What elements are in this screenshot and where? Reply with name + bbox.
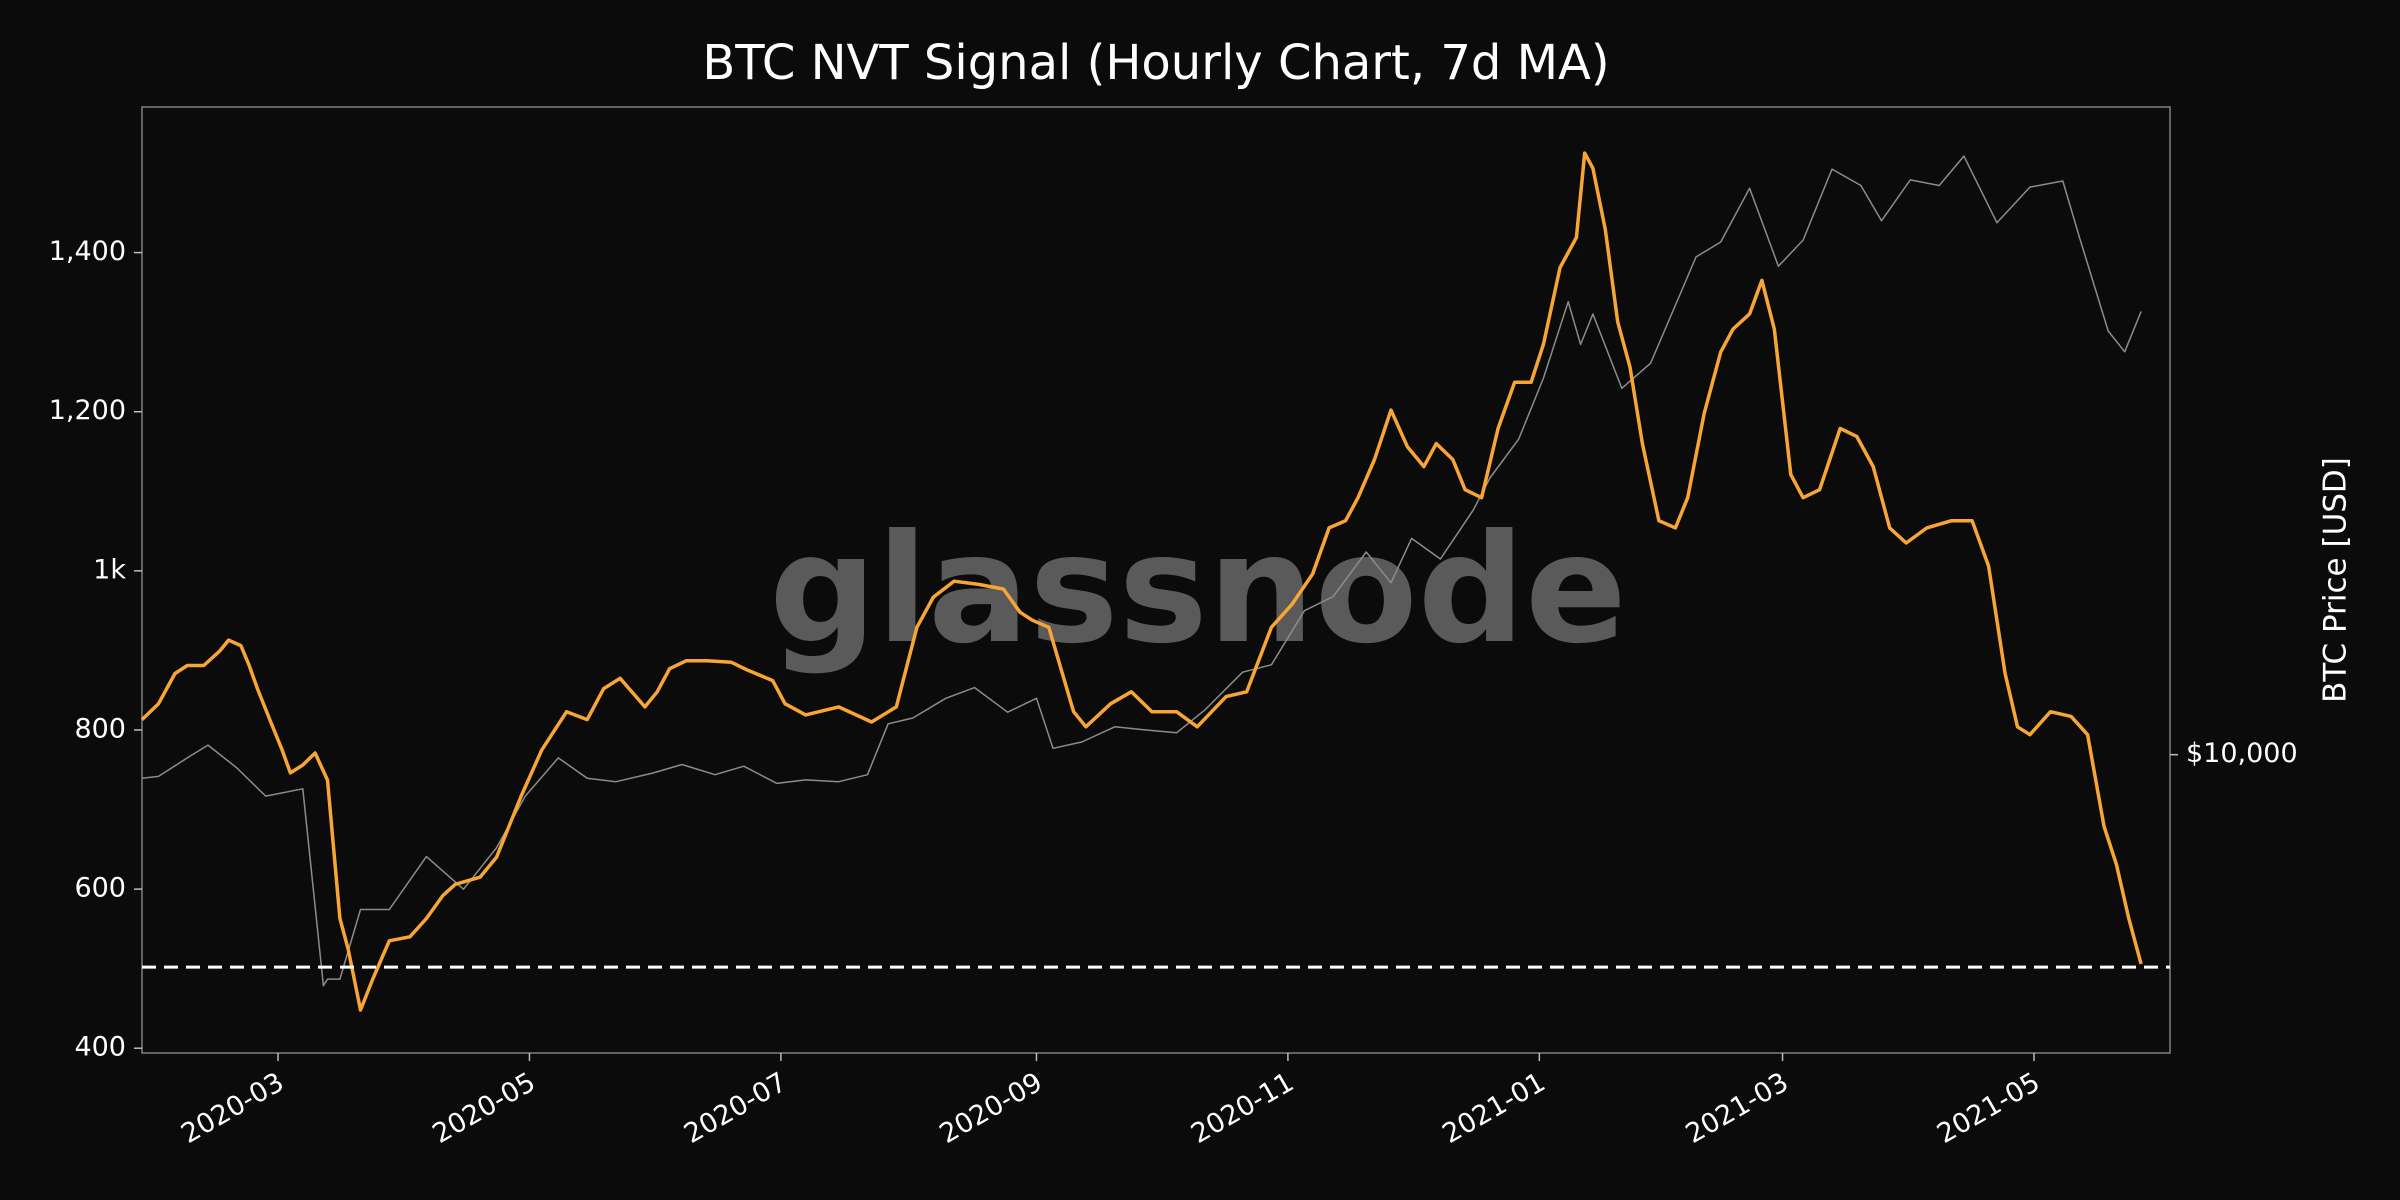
y2-tick-label: $10,000 <box>2186 738 2298 769</box>
watermark: glassnode <box>769 503 1627 677</box>
chart-title: BTC NVT Signal (Hourly Chart, 7d MA) <box>702 35 1609 91</box>
plot-frame <box>141 106 2171 1054</box>
series-line <box>140 151 2143 1012</box>
y-tick-label: 400 <box>74 1032 126 1063</box>
y-tick-label: 1k <box>93 554 126 585</box>
series-line <box>141 155 2142 987</box>
y-tick-label: 1,400 <box>49 236 126 267</box>
y-tick-label: 1,200 <box>49 395 126 426</box>
y-tick-label: 800 <box>74 713 126 744</box>
y2-axis-label: BTC Price [USD] <box>2318 457 2354 703</box>
y-tick-label: 600 <box>74 873 126 904</box>
